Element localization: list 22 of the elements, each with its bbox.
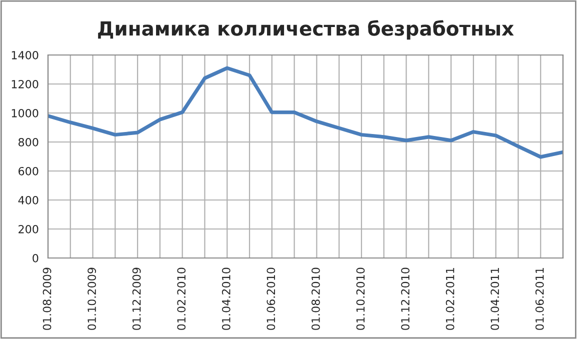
y-tick-label: 800 bbox=[18, 138, 38, 146]
x-tick-label: 01.08.2010 bbox=[312, 268, 320, 330]
chart-title: Динамика колличества безработных bbox=[98, 20, 514, 40]
y-tick-label: 1400 bbox=[12, 50, 38, 60]
y-tick-label: 1000 bbox=[12, 108, 38, 118]
y-tick-label: 0 bbox=[32, 254, 38, 262]
y-tick-label: 200 bbox=[18, 224, 38, 234]
x-tick-label: 01.08.2009 bbox=[42, 268, 52, 330]
x-tick-label: 01.02.2011 bbox=[446, 268, 454, 330]
x-tick-label: 01.04.2010 bbox=[222, 268, 230, 330]
y-tick-label: 600 bbox=[18, 166, 38, 176]
line-series bbox=[48, 66, 563, 159]
x-tick-label: 01.06.2011 bbox=[535, 268, 544, 330]
y-tick-label: 400 bbox=[18, 196, 38, 204]
x-tick-label: 01.10.2009 bbox=[88, 268, 96, 330]
y-tick-label: 1200 bbox=[12, 80, 38, 88]
x-tick-label: 01.12.2010 bbox=[401, 268, 410, 330]
x-tick-label: 01.12.2009 bbox=[132, 268, 141, 330]
x-tick-label: 01.06.2010 bbox=[266, 268, 276, 330]
x-tick-label: 01.10.2010 bbox=[356, 268, 365, 330]
x-tick-label: 01.04.2011 bbox=[490, 268, 500, 330]
x-tick-label: 01.02.2010 bbox=[177, 268, 186, 330]
